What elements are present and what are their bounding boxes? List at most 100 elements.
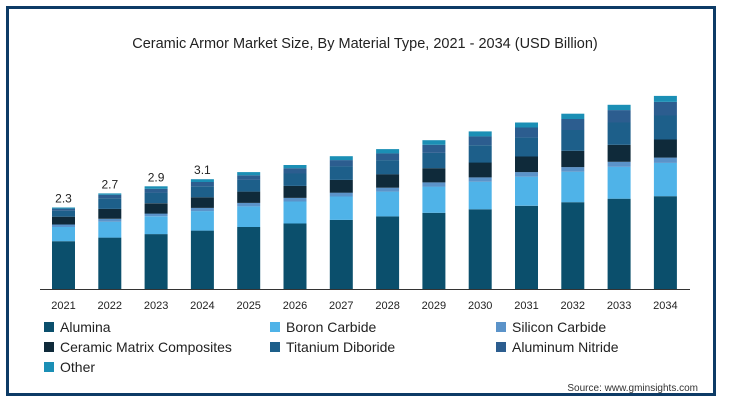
bar-segment-other-2025 bbox=[237, 172, 261, 176]
bar-segment-alumina-2030 bbox=[468, 209, 492, 289]
bar-segment-alumina-2024 bbox=[190, 230, 214, 289]
x-tick-label: 2024 bbox=[190, 300, 214, 312]
bar-segment-boron-carbide-2026 bbox=[283, 201, 307, 224]
bar-segment-silicon-carbide-2032 bbox=[561, 167, 585, 172]
bar-segment-alumina-2025 bbox=[237, 227, 261, 289]
x-tick-label: 2022 bbox=[98, 300, 122, 312]
bar-segment-boron-carbide-2030 bbox=[468, 181, 492, 210]
bar-segment-boron-carbide-2034 bbox=[653, 162, 677, 197]
bar-segment-alumina-2021 bbox=[52, 241, 75, 289]
x-tick-label: 2026 bbox=[283, 300, 307, 312]
bar-value-label: 3.1 bbox=[194, 163, 211, 177]
legend-label: Other bbox=[60, 359, 96, 375]
x-tick-label: 2025 bbox=[236, 300, 260, 312]
bar-segment-titanium-diboride-2031 bbox=[515, 137, 538, 157]
chart-title: Ceramic Armor Market Size, By Material T… bbox=[132, 36, 598, 52]
bar-segment-silicon-carbide-2031 bbox=[515, 172, 538, 177]
legend-label: Titanium Diboride bbox=[286, 339, 396, 355]
bar-segment-ceramic-matrix-composites-2028 bbox=[376, 174, 400, 188]
bar-value-label: 2.3 bbox=[55, 192, 72, 206]
bar-segment-silicon-carbide-2024 bbox=[190, 207, 214, 212]
bar-segment-other-2023 bbox=[144, 186, 168, 189]
legend-swatch bbox=[44, 322, 54, 333]
bar-segment-boron-carbide-2032 bbox=[561, 171, 585, 203]
bar-segment-boron-carbide-2033 bbox=[607, 166, 631, 199]
legend-item-titanium-diboride: Titanium Diboride bbox=[270, 339, 395, 355]
bar-segment-alumina-2031 bbox=[515, 205, 538, 289]
chart-frame bbox=[6, 6, 716, 396]
bar-segment-boron-carbide-2029 bbox=[422, 186, 446, 213]
bar-segment-titanium-diboride-2034 bbox=[653, 115, 677, 140]
bar-segment-other-2026 bbox=[283, 165, 307, 169]
bar-segment-ceramic-matrix-composites-2029 bbox=[422, 168, 446, 183]
bar-segment-titanium-diboride-2023 bbox=[144, 192, 168, 204]
bar-segment-ceramic-matrix-composites-2032 bbox=[561, 150, 585, 168]
x-tick-label: 2033 bbox=[607, 300, 631, 312]
bar-segment-alumina-2032 bbox=[561, 202, 585, 289]
bar-segment-titanium-diboride-2027 bbox=[329, 166, 353, 180]
bar-segment-silicon-carbide-2023 bbox=[144, 213, 168, 217]
bar-segment-boron-carbide-2024 bbox=[190, 211, 214, 231]
legend-swatch bbox=[44, 342, 54, 353]
bar-segment-aluminum-nitride-2033 bbox=[607, 110, 631, 123]
bar-segment-silicon-carbide-2034 bbox=[653, 157, 677, 163]
bar-segment-ceramic-matrix-composites-2034 bbox=[653, 139, 677, 158]
x-tick-label: 2031 bbox=[514, 300, 538, 312]
bar-segment-titanium-diboride-2026 bbox=[283, 173, 307, 186]
x-tick-label: 2023 bbox=[144, 300, 168, 312]
bar-segment-silicon-carbide-2028 bbox=[376, 187, 400, 192]
bar-segment-other-2021 bbox=[52, 207, 75, 209]
bar-segment-titanium-diboride-2025 bbox=[237, 179, 261, 192]
legend-item-aluminum-nitride: Aluminum Nitride bbox=[496, 339, 619, 355]
bar-segment-titanium-diboride-2029 bbox=[422, 153, 446, 169]
x-tick-label: 2021 bbox=[51, 300, 75, 312]
bar-segment-alumina-2026 bbox=[283, 223, 307, 289]
bar-segment-boron-carbide-2025 bbox=[237, 206, 261, 227]
bar-segment-aluminum-nitride-2031 bbox=[515, 127, 538, 138]
bar-segment-ceramic-matrix-composites-2024 bbox=[190, 197, 214, 208]
bar-segment-titanium-diboride-2024 bbox=[190, 186, 214, 198]
bar-segment-ceramic-matrix-composites-2026 bbox=[283, 185, 307, 198]
bar-segment-boron-carbide-2027 bbox=[329, 196, 353, 220]
bar-segment-alumina-2034 bbox=[653, 196, 677, 289]
bar-segment-aluminum-nitride-2021 bbox=[52, 208, 75, 211]
bar-segment-titanium-diboride-2021 bbox=[52, 210, 75, 217]
bar-segment-ceramic-matrix-composites-2021 bbox=[52, 216, 75, 225]
bar-segment-other-2022 bbox=[98, 193, 122, 195]
bar-segment-alumina-2023 bbox=[144, 234, 168, 289]
bar-segment-alumina-2033 bbox=[607, 198, 631, 289]
bar-segment-silicon-carbide-2033 bbox=[607, 161, 631, 167]
legend-swatch bbox=[44, 362, 54, 373]
legend-label: Boron Carbide bbox=[286, 319, 377, 335]
bar-segment-ceramic-matrix-composites-2033 bbox=[607, 144, 631, 162]
bar-segment-alumina-2022 bbox=[98, 237, 122, 289]
bar-segment-other-2033 bbox=[607, 104, 631, 111]
bar-segment-silicon-carbide-2026 bbox=[283, 198, 307, 202]
legend-swatch bbox=[270, 322, 280, 333]
bar-segment-aluminum-nitride-2024 bbox=[190, 182, 214, 187]
bar-segment-other-2031 bbox=[515, 122, 538, 128]
bar-segment-titanium-diboride-2030 bbox=[468, 145, 492, 163]
legend-swatch bbox=[270, 342, 280, 353]
bar-segment-aluminum-nitride-2025 bbox=[237, 175, 261, 180]
bar-segment-ceramic-matrix-composites-2022 bbox=[98, 208, 122, 219]
bar-segment-aluminum-nitride-2029 bbox=[422, 144, 446, 153]
bar-segment-ceramic-matrix-composites-2031 bbox=[515, 156, 538, 173]
bar-segment-aluminum-nitride-2030 bbox=[468, 136, 492, 146]
bar-segment-silicon-carbide-2022 bbox=[98, 218, 122, 222]
bar-segment-ceramic-matrix-composites-2027 bbox=[329, 179, 353, 193]
bar-segment-other-2029 bbox=[422, 140, 446, 145]
bar-segment-other-2032 bbox=[561, 113, 585, 119]
bar-segment-boron-carbide-2031 bbox=[515, 176, 538, 206]
bar-segment-other-2030 bbox=[468, 131, 492, 137]
bar-segment-silicon-carbide-2029 bbox=[422, 182, 446, 187]
bar-segment-silicon-carbide-2021 bbox=[52, 224, 75, 227]
bar-segment-boron-carbide-2022 bbox=[98, 221, 122, 238]
bar-segment-silicon-carbide-2027 bbox=[329, 192, 353, 197]
bar-segment-aluminum-nitride-2022 bbox=[98, 194, 122, 199]
x-tick-label: 2028 bbox=[375, 300, 399, 312]
bar-segment-silicon-carbide-2030 bbox=[468, 177, 492, 182]
legend-label: Aluminum Nitride bbox=[512, 339, 619, 355]
x-tick-label: 2034 bbox=[653, 300, 677, 312]
